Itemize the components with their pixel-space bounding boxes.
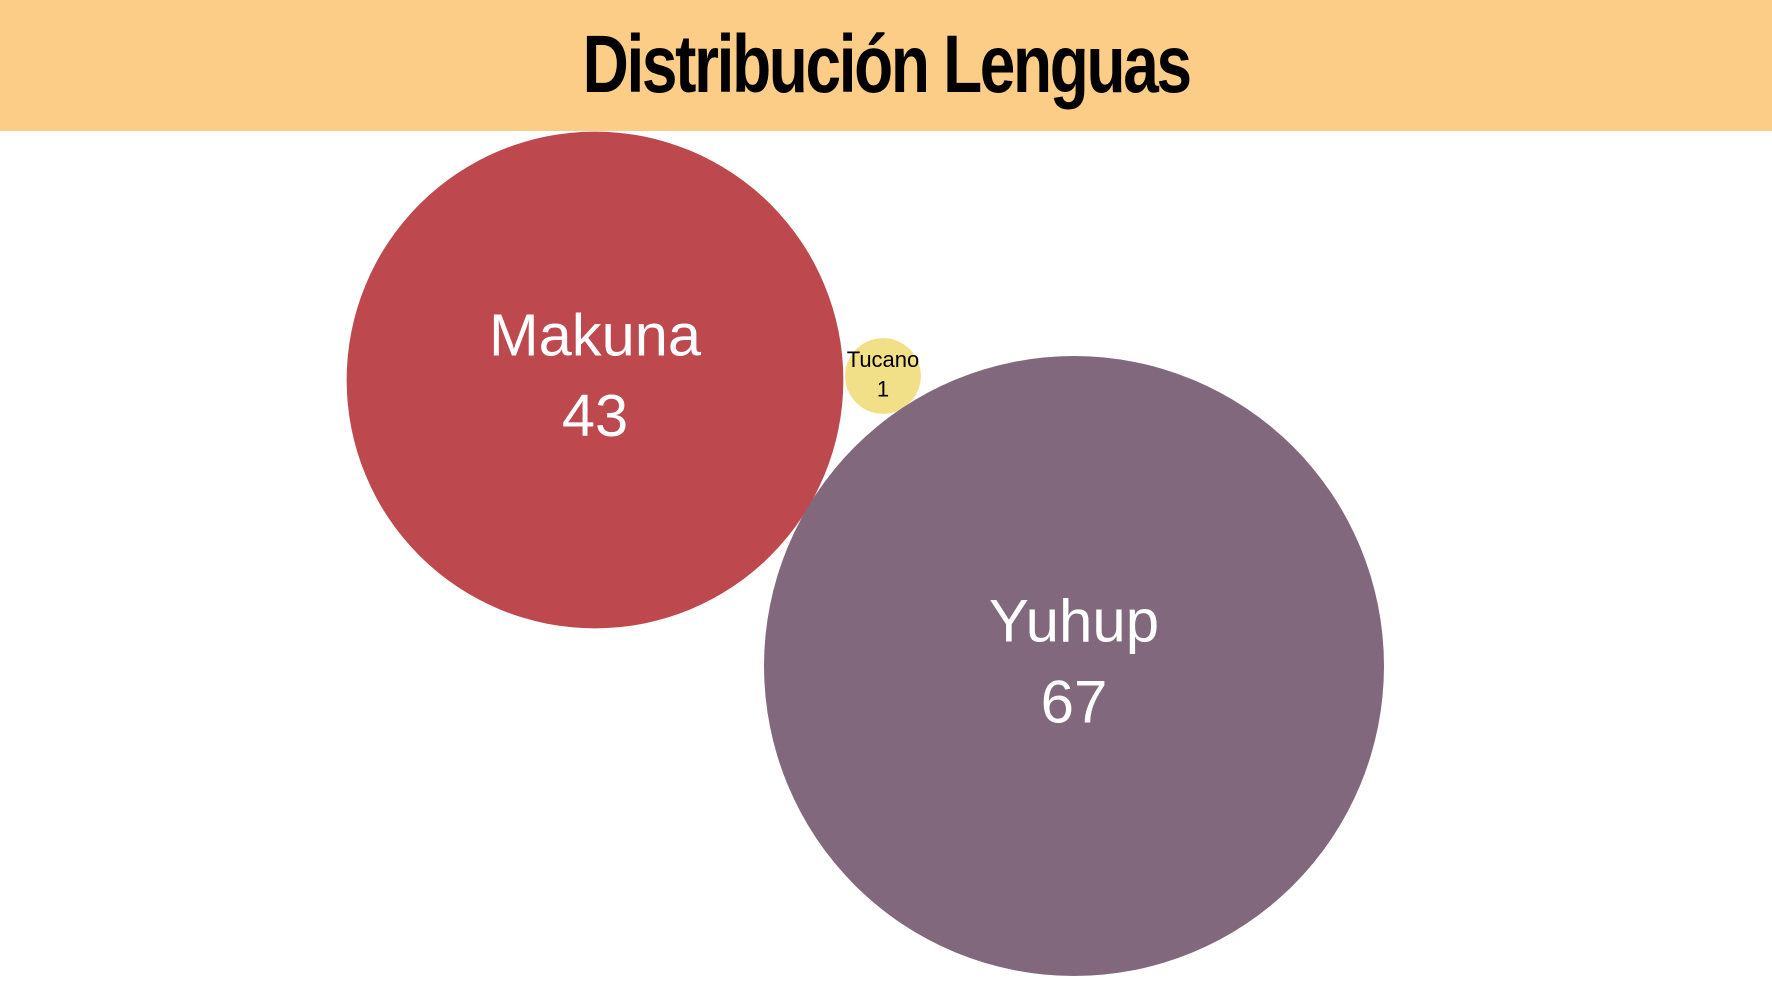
- title-bar: Distribución Lenguas: [0, 0, 1772, 131]
- bubble-value-makuna: 43: [562, 382, 628, 449]
- bubble-circle-tucano: [845, 338, 921, 414]
- bubble-makuna: Makuna 43: [346, 131, 844, 629]
- bubble-tucano: Tucano 1: [845, 338, 921, 414]
- bubble-value-tucano: 1: [877, 377, 889, 402]
- chart-title: Distribución Lenguas: [582, 18, 1191, 110]
- bubble-label-yuhup: Yuhup: [989, 587, 1159, 654]
- bubble-label-tucano: Tucano: [847, 347, 920, 372]
- bubble-value-yuhup: 67: [1041, 668, 1108, 735]
- bubble-label-makuna: Makuna: [489, 302, 702, 369]
- bubble-circle-yuhup: [764, 356, 1384, 976]
- bubble-yuhup: Yuhup 67: [764, 356, 1384, 976]
- bubble-circle-makuna: [346, 131, 844, 629]
